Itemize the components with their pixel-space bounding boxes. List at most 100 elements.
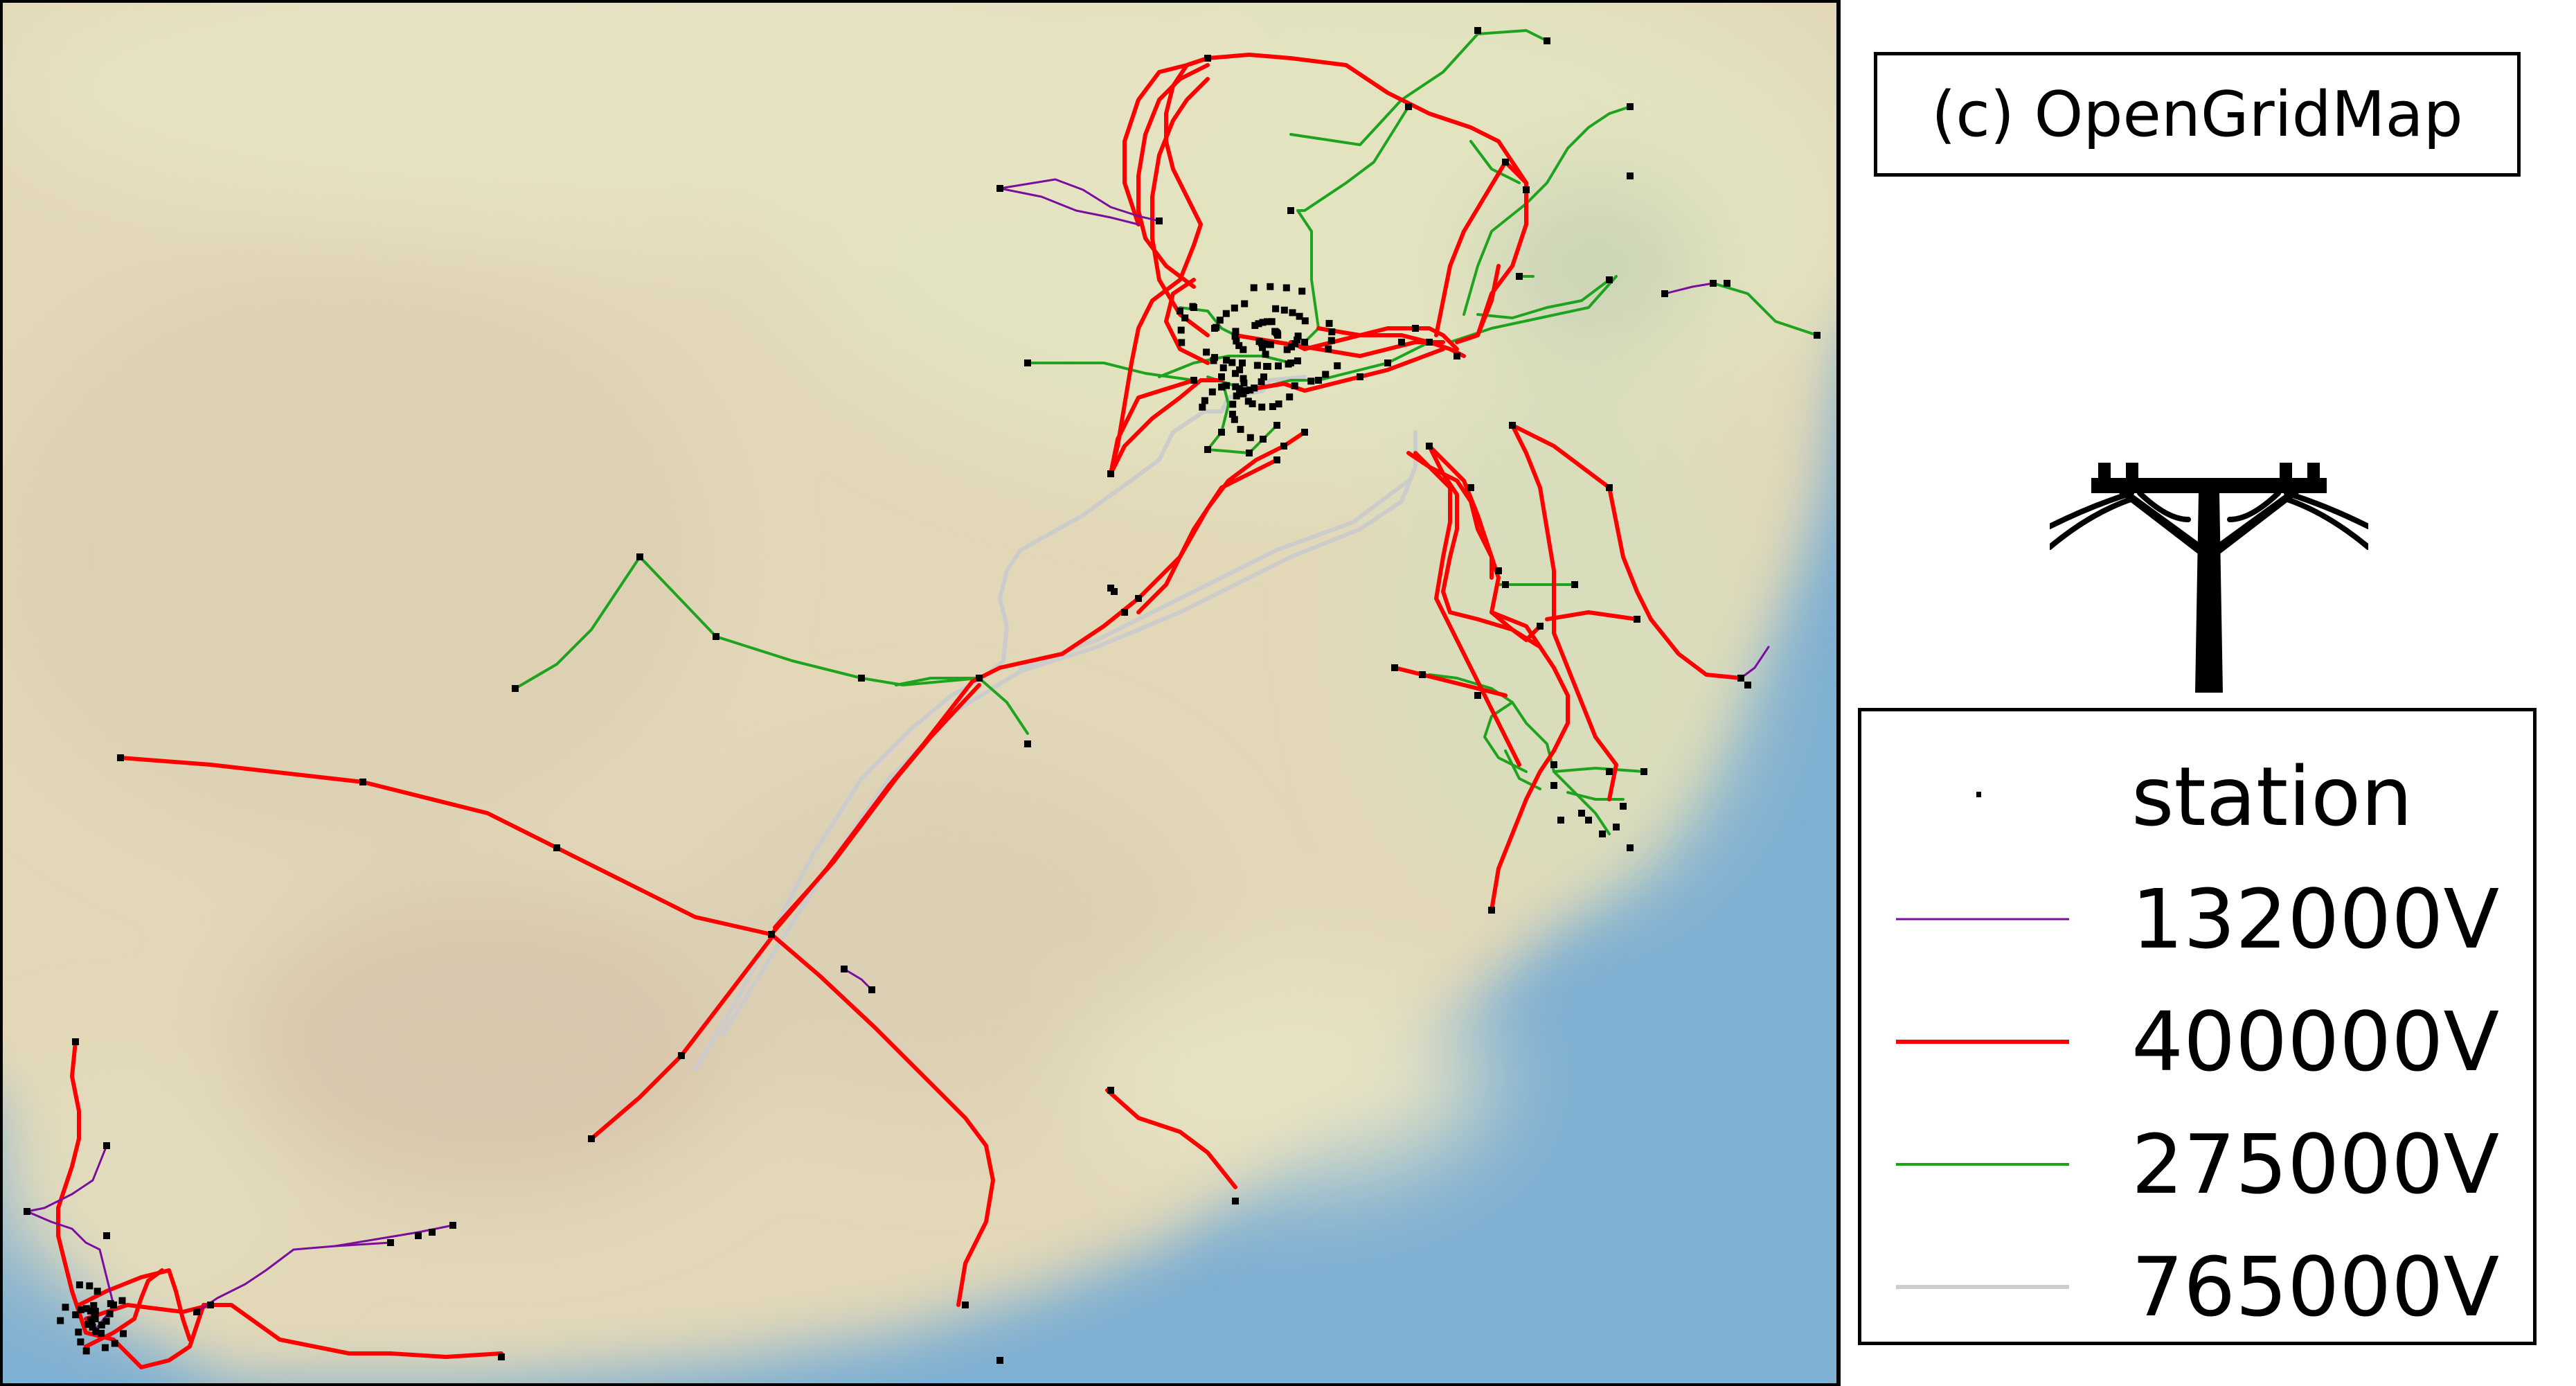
station-marker [1269, 403, 1276, 410]
legend-label: 400000V [2131, 994, 2500, 1090]
station-marker [1282, 284, 1290, 292]
station-marker [1240, 375, 1247, 382]
station-marker [1218, 429, 1225, 436]
station-marker [1294, 336, 1301, 344]
station-marker [1272, 305, 1280, 312]
side-panel [1839, 0, 2576, 1386]
station-marker [1419, 671, 1426, 678]
station-marker [1585, 817, 1592, 824]
map-panel[interactable] [0, 0, 1839, 1386]
station-marker [1263, 363, 1271, 370]
station-marker [1249, 400, 1256, 407]
legend-item-765000v: 765000V [1861, 1228, 2533, 1346]
station-marker [1258, 378, 1265, 386]
station-marker [962, 1301, 969, 1308]
station-marker [1260, 373, 1267, 381]
station-marker [1216, 317, 1224, 324]
station-marker [1232, 370, 1239, 377]
station-marker [449, 1222, 456, 1229]
station-marker [1111, 588, 1118, 595]
station-marker [1280, 306, 1288, 314]
station-marker [1204, 55, 1211, 62]
station-marker [1620, 803, 1627, 810]
power-pylon-icon [2050, 463, 2368, 693]
station-marker [1474, 692, 1481, 699]
legend-item-132000v: 132000V [1861, 860, 2533, 978]
grid-map[interactable] [3, 3, 1839, 1386]
station-marker [1201, 397, 1208, 405]
station-marker [1550, 761, 1557, 768]
station-marker [1291, 340, 1298, 348]
station-marker [1177, 308, 1183, 314]
line-swatch-icon [1896, 1040, 2069, 1044]
station-marker [1627, 172, 1634, 179]
station-marker [1237, 425, 1244, 433]
station-marker [1285, 360, 1292, 368]
station-marker [1606, 768, 1613, 775]
station-marker [82, 1347, 90, 1355]
station-marker [1301, 317, 1309, 325]
station-marker [1606, 484, 1613, 491]
station-marker [1219, 364, 1227, 371]
station-marker [1232, 1198, 1239, 1205]
station-marker [553, 844, 560, 851]
station-marker [1710, 280, 1717, 287]
station-marker [1744, 682, 1751, 688]
station-marker [101, 1344, 109, 1351]
station-marker [1426, 443, 1433, 450]
legend-item-400000v: 400000V [1861, 983, 2533, 1101]
station-marker [120, 1330, 127, 1338]
station-marker [512, 685, 519, 692]
station-marker [77, 1306, 84, 1313]
station-marker [89, 1324, 96, 1331]
station-marker [1246, 387, 1254, 394]
station-marker [868, 986, 875, 993]
station-marker [1307, 377, 1315, 385]
station-marker [1240, 346, 1247, 353]
station-marker [1236, 389, 1244, 396]
station-marker [1634, 616, 1640, 623]
station-marker [103, 1232, 110, 1239]
station-marker [1233, 337, 1240, 345]
station-marker [1232, 328, 1240, 335]
station-marker [976, 675, 983, 682]
station-marker [1327, 337, 1335, 344]
station-marker [72, 1311, 80, 1319]
station-marker [107, 1300, 114, 1308]
station-marker [98, 1329, 105, 1337]
station-marker [1391, 664, 1398, 671]
station-marker [93, 1288, 101, 1295]
station-marker [1107, 1087, 1114, 1094]
station-marker [1235, 341, 1243, 349]
station-marker [1357, 373, 1363, 380]
station-marker [1289, 309, 1296, 317]
station-marker [1251, 321, 1259, 329]
station-marker [91, 1313, 98, 1320]
station-marker [1571, 581, 1578, 588]
station-marker [1260, 436, 1267, 443]
station-marker [1550, 782, 1557, 789]
station-marker [1246, 434, 1254, 441]
station-marker [1502, 159, 1509, 166]
station-marker [1301, 339, 1308, 346]
station-marker [1024, 359, 1031, 366]
station-marker [1286, 393, 1294, 401]
station-marker [387, 1239, 394, 1246]
station-marker [1250, 284, 1258, 292]
station-marker [1156, 217, 1163, 224]
station-marker [1516, 273, 1523, 280]
station-marker [1259, 344, 1267, 351]
station-marker [118, 1297, 126, 1304]
station-marker [1661, 290, 1668, 297]
station-marker [713, 633, 719, 640]
station-marker [84, 1321, 92, 1329]
station-marker [1228, 411, 1236, 418]
station-marker [102, 1317, 110, 1325]
station-marker [1251, 384, 1258, 392]
station-marker [1544, 37, 1550, 44]
station-marker [498, 1353, 505, 1360]
station-marker [1199, 403, 1206, 411]
station-marker [1024, 740, 1031, 747]
station-marker-icon [1976, 792, 1981, 797]
station-marker [996, 185, 1003, 192]
